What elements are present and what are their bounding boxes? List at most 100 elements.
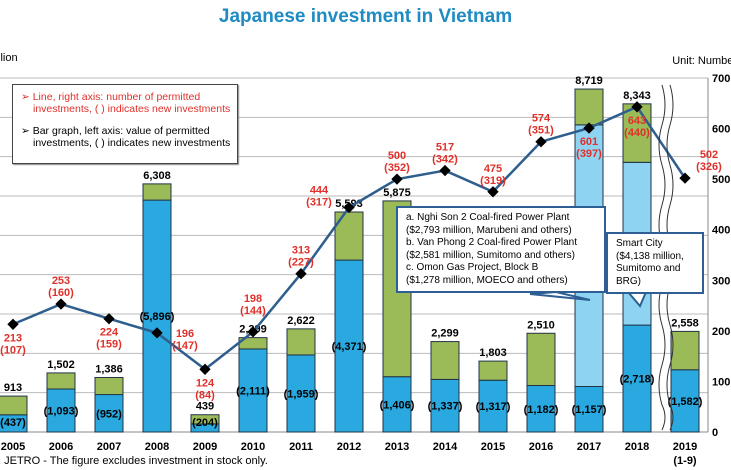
line-total-label: 643 [628,115,646,127]
line-point [295,268,307,280]
x-tick-label: 2017 [577,441,601,453]
line-total-label: 475 [484,163,502,175]
line-point [247,326,259,338]
right-tick-label: 300 [712,275,730,287]
bar-new-label: (204) [192,417,218,429]
bar-total-label: 1,386 [95,363,123,375]
bar-expansion [190,414,220,425]
bar-new-label: (1,959) [284,388,319,400]
x-tick-sublabel: (1-9) [673,455,697,467]
line-total-label: 124 [196,377,215,389]
bar-new-label: (1,582) [668,396,703,408]
legend-bar-text: Bar graph, left axis: value of permitted… [32,125,231,149]
callout-line: ($2,793 million, Marubeni and others) [406,224,572,236]
bar-total-label: 2,299 [431,328,459,340]
callout-line: ($2,581 million, Sumitomo and others) [406,249,575,261]
line-total-label: 502 [700,149,718,161]
bar-expansion [526,332,556,387]
line-new-label: (159) [96,339,122,351]
line-total-label: 601 [580,136,598,148]
bar-new-label: (1,337) [428,401,463,413]
line-new-label: (326) [696,161,722,173]
bar-total-label: 913 [4,382,22,394]
bar-new-label: (4,371) [332,341,367,353]
bar-new-label: (1,157) [572,404,607,416]
right-tick-label: 0 [712,427,718,439]
bar-new-label: (1,406) [380,399,415,411]
bar-new-label: (437) [0,417,26,429]
line-total-label: 213 [4,332,22,344]
callout-line: ($4,138 million, [616,250,684,262]
line-total-label: 517 [436,142,454,154]
callout-line: b. Van Phong 2 Coal-fired Power Plant [406,237,578,248]
line-new-label: (160) [48,287,74,299]
bar-new-investment [670,369,700,433]
bar-new-label: (5,896) [140,311,175,323]
legend-line: ➢ Line, right axis: number of permitted … [21,91,231,115]
bar-expansion [430,341,460,380]
callout-pointer [529,290,591,301]
bar-total-label: 8,719 [575,75,603,87]
x-tick-label: 2019 [673,441,697,453]
bar-new-investment [526,385,556,433]
left-axis-unit: llion [0,52,18,64]
callout-line: Smart City [616,238,663,249]
callout-2017: a. Nghi Son 2 Coal-fired Power Plant ($2… [396,206,606,293]
bar-new-investment [142,199,172,433]
line-point [487,186,499,198]
right-tick-label: 200 [712,326,730,338]
bar-expansion [478,360,508,381]
x-tick-label: 2014 [433,441,458,453]
legend-bar: ➢ Bar graph, left axis: value of permitt… [21,125,231,149]
line-point [679,172,691,184]
line-new-label: (107) [0,344,26,356]
callout-line: c. Omon Gas Project, Block B [406,262,539,273]
line-new-label: (351) [528,125,554,137]
line-total-label: 253 [52,275,70,287]
bar-new-investment [94,394,124,433]
right-tick-label: 500 [712,174,730,186]
line-point [151,327,163,339]
bar-expansion [94,376,124,396]
bar-new-label: (1,182) [524,404,559,416]
line-point [55,298,67,310]
bar-new-investment [382,376,412,433]
right-tick-label: 700 [712,73,730,85]
source-note: , JETRO - The figure excludes investment… [0,455,268,467]
line-new-label: (342) [432,154,458,166]
bar-total-label: 8,343 [623,90,651,102]
bar-expansion [574,88,604,126]
line-new-label: (84) [195,389,215,401]
bar-new-investment [430,378,460,433]
bar-expansion [670,330,700,371]
x-tick-label: 2015 [481,441,505,453]
line-new-label: (144) [240,305,266,317]
line-total-label: 224 [100,327,119,339]
legend: ➢ Line, right axis: number of permitted … [12,84,238,164]
bar-new-label: (1,093) [44,406,79,418]
x-tick-label: 2005 [1,441,25,453]
bar-total-label: 1,803 [479,347,507,359]
bar-total-label: 1,502 [47,359,75,371]
bar-expansion [0,395,28,416]
line-total-label: 444 [310,184,329,196]
line-total-label: 500 [388,150,406,162]
bar-new-investment [622,324,652,433]
bar-total-label: 2,558 [671,317,699,329]
x-tick-label: 2018 [625,441,649,453]
line-point [199,363,211,375]
bar-new-investment [334,259,364,433]
line-total-label: 198 [244,293,262,305]
line-point [535,136,547,148]
x-tick-label: 2013 [385,441,409,453]
bar-expansion [46,372,76,390]
callout-line: Sumitomo and BRG) [616,263,681,287]
line-point [7,318,19,330]
x-tick-label: 2008 [145,441,169,453]
x-tick-label: 2009 [193,441,217,453]
line-new-label: (352) [384,162,410,174]
callout-line: a. Nghi Son 2 Coal-fired Power Plant [406,212,570,223]
x-tick-label: 2010 [241,441,265,453]
bar-total-label: 5,875 [383,187,411,199]
